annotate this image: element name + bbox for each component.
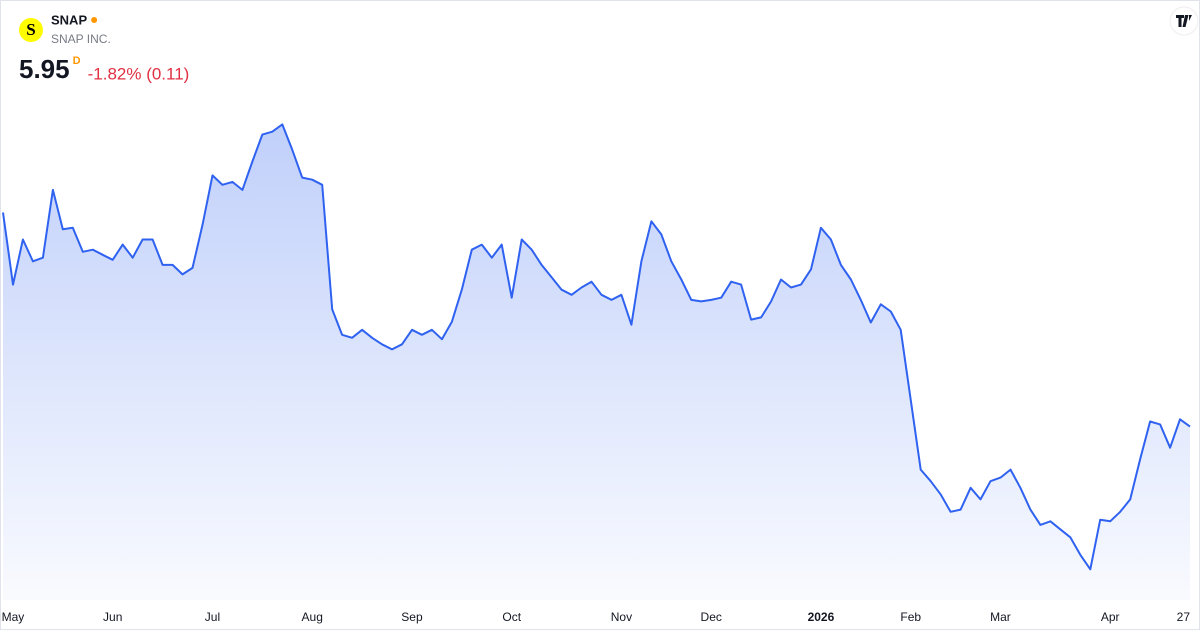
status-dot — [91, 17, 98, 23]
x-tick-label: Aug — [302, 610, 323, 624]
area — [3, 124, 1190, 601]
change: -1.82% (0.11) — [88, 64, 190, 83]
company: SNAP INC. — [51, 32, 111, 46]
x-tick-label: Sep — [401, 610, 423, 624]
symbol: SNAP — [51, 12, 87, 27]
price: 5.95 — [19, 54, 70, 84]
logo-circle — [19, 18, 43, 42]
tv-logo — [1169, 6, 1199, 36]
x-tick-label: Oct — [502, 610, 521, 624]
x-tick-label: Jun — [103, 610, 122, 624]
interval: D — [73, 55, 81, 67]
x-tick-label: Apr — [1101, 610, 1120, 624]
x-tick-label: Nov — [611, 610, 632, 624]
x-tick-label: Dec — [701, 610, 722, 624]
logo: S — [26, 20, 35, 39]
x-tick-label: Mar — [990, 610, 1011, 624]
price-line — [2, 123, 1191, 571]
x-tick-label: Jul — [205, 610, 220, 624]
x-tick-label: Feb — [900, 610, 921, 624]
x-tick-label: 27 — [1177, 610, 1191, 624]
x-tick-label: May — [2, 610, 25, 624]
x-tick-label: 2026 — [808, 610, 835, 624]
